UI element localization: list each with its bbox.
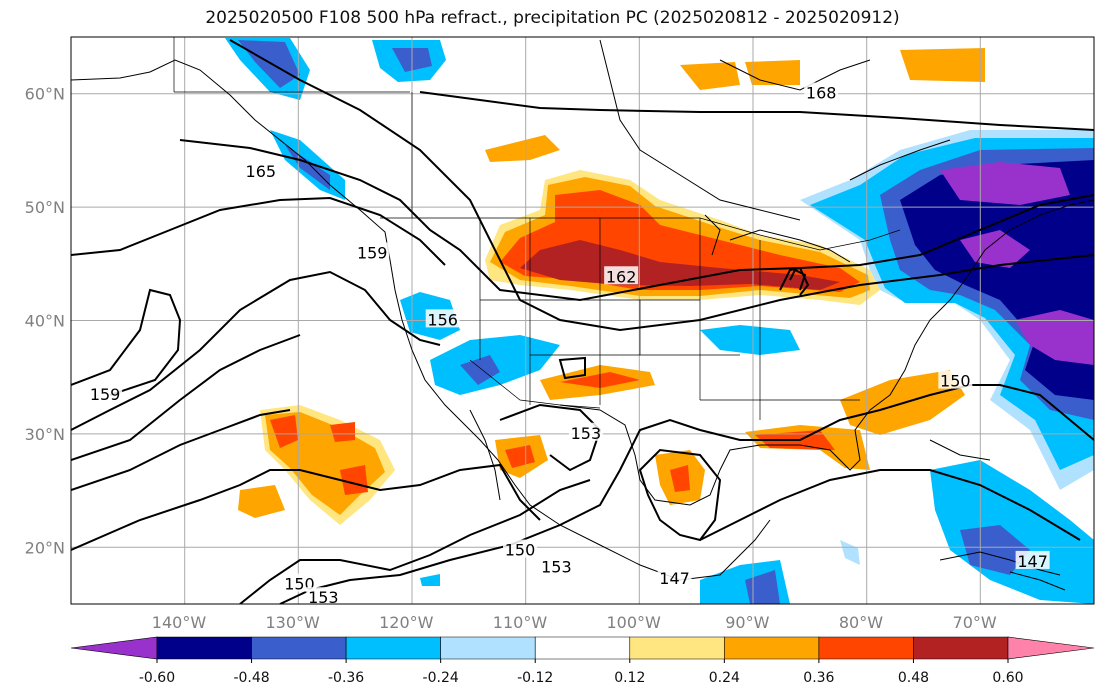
lon-tick-label: 90°W <box>725 613 769 632</box>
colorbar-tick-label: -0.60 <box>139 670 175 686</box>
contour-label-background <box>425 309 460 328</box>
contour-label-background <box>539 556 574 575</box>
colorbar-bin <box>818 636 914 660</box>
colorbar-tick-label: 0.60 <box>992 670 1023 686</box>
contour-label-background <box>502 539 537 558</box>
contour-label-background <box>568 422 603 441</box>
contour-label-background <box>1015 550 1050 569</box>
contour-label: 153 <box>308 588 339 607</box>
contour-label: 153 <box>541 558 572 577</box>
lat-tick-label: 20°N <box>25 538 65 557</box>
contour-label: 147 <box>659 569 690 588</box>
colorbar-tick-label: -0.36 <box>328 670 364 686</box>
colorbar-bin <box>913 636 1009 660</box>
contour-label-background <box>804 82 839 101</box>
colorbar-tick-label: 0.24 <box>709 670 740 686</box>
plot-frame <box>70 36 1095 605</box>
colorbar-tick-label: 0.36 <box>803 670 834 686</box>
coastlines <box>71 39 1094 591</box>
contour-label: 162 <box>606 267 637 286</box>
lat-tick-label: 40°N <box>25 312 65 331</box>
borders <box>173 37 901 420</box>
colorbar-bin <box>440 636 536 660</box>
contour-label: 156 <box>427 310 458 329</box>
lon-tick-label: 140°W <box>152 613 207 632</box>
colorbar: -0.60 -0.48 -0.36 -0.24 -0.12 0.12 0.24 0.36 0.4… <box>70 636 1095 686</box>
contour-label: 147 <box>1017 552 1048 571</box>
contour-label-background <box>243 160 278 179</box>
colorbar-min-extension <box>70 636 158 660</box>
lon-tick-label: 70°W <box>953 613 997 632</box>
lon-tick-label: 110°W <box>493 613 548 632</box>
contour-label: 150 <box>940 372 971 391</box>
colorbar-tick-label: 0.48 <box>898 670 929 686</box>
contour-labels: 1681651591591561621531501501531501531471… <box>88 82 1050 607</box>
colorbar-tick-label: -0.24 <box>423 670 459 686</box>
colorbar-bin <box>534 636 631 660</box>
colorbar-tick-label: 0.12 <box>614 670 645 686</box>
contour-label: 153 <box>571 424 602 443</box>
contour-label: 159 <box>357 243 388 262</box>
colorbar-tick-label: -0.12 <box>517 670 553 686</box>
colorbar-tick-label: -0.48 <box>233 670 269 686</box>
colorbar-bin <box>251 636 347 660</box>
colorbar-max-extension <box>1007 636 1095 660</box>
contour-label-background <box>306 587 341 606</box>
lon-tick-label: 120°W <box>379 613 434 632</box>
contour-label-background <box>355 242 390 261</box>
height-contours <box>71 39 1094 604</box>
contour-label: 150 <box>505 541 536 560</box>
lat-tick-label: 30°N <box>25 425 65 444</box>
contour-label-background <box>604 266 639 285</box>
colorbar-bin <box>724 636 820 660</box>
colorbar-bin <box>629 636 725 660</box>
latitude-tick-labels: 60°N 50°N 40°N 30°N 20°N <box>25 85 65 558</box>
lat-tick-label: 60°N <box>25 85 65 104</box>
longitude-tick-labels: 140°W 130°W 120°W 110°W 100°W 90°W 80°W 70°W <box>152 613 997 632</box>
lat-tick-label: 50°N <box>25 198 65 217</box>
map-title: 2025020500 F108 500 hPa refract., precip… <box>205 8 900 28</box>
lon-tick-label: 130°W <box>265 613 320 632</box>
contour-label-background <box>657 567 692 586</box>
lon-tick-label: 80°W <box>839 613 883 632</box>
contour-label-background <box>88 384 123 403</box>
contour-label-background <box>938 370 973 389</box>
contour-label: 165 <box>246 162 277 181</box>
colorbar-bin <box>156 636 252 660</box>
contour-label: 168 <box>806 84 837 103</box>
lon-tick-label: 100°W <box>606 613 661 632</box>
contour-label: 159 <box>90 385 121 404</box>
colorbar-bin <box>345 636 441 660</box>
contour-label-background <box>282 573 317 592</box>
